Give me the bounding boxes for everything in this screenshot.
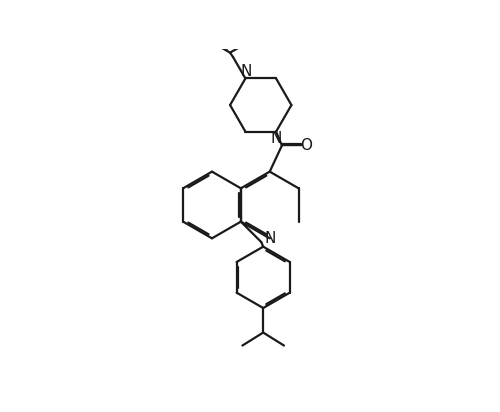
Text: O: O (300, 138, 312, 153)
Text: N: N (271, 131, 282, 146)
Text: N: N (264, 231, 276, 246)
Text: N: N (240, 64, 252, 79)
